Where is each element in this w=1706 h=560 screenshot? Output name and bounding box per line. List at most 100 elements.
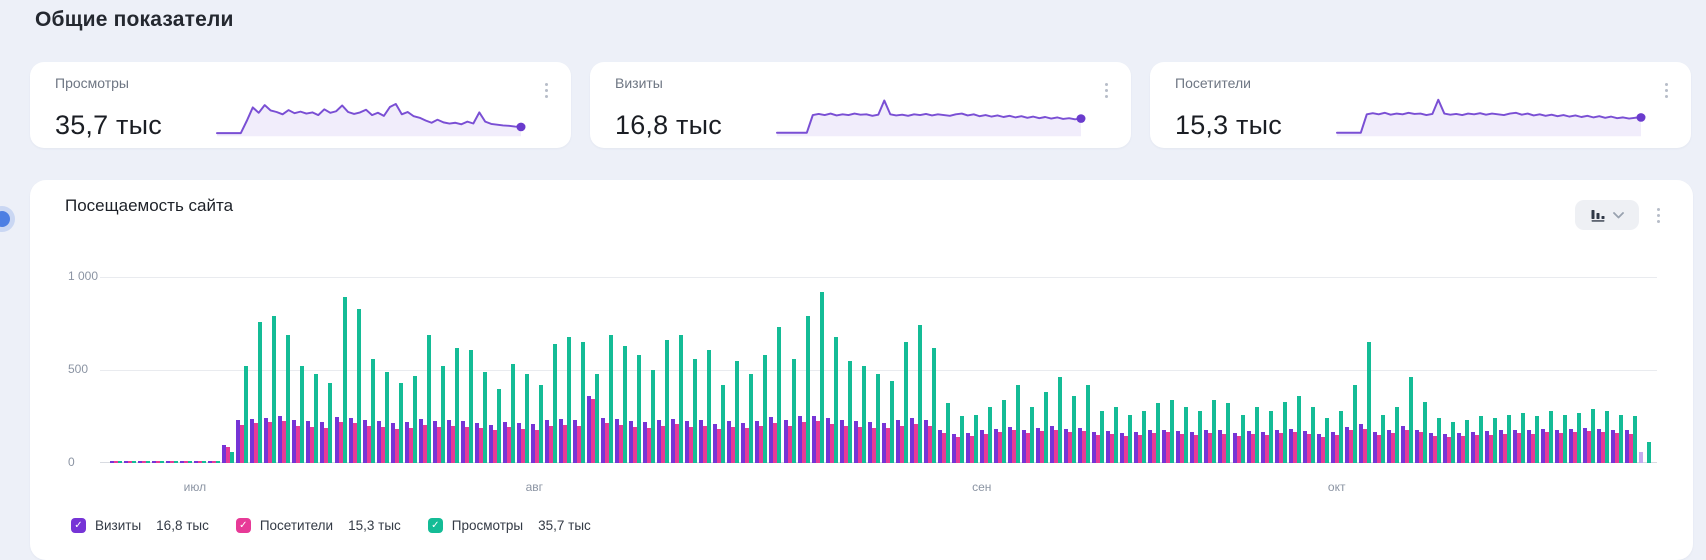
bar-group[interactable]	[1583, 252, 1596, 463]
bar-group[interactable]	[502, 252, 515, 463]
bar-group[interactable]	[1485, 252, 1498, 463]
bar-group[interactable]	[825, 252, 838, 463]
bar-group[interactable]	[544, 252, 557, 463]
bar-group[interactable]	[741, 252, 754, 463]
chart-type-selector[interactable]	[1575, 200, 1639, 230]
bar-group[interactable]	[629, 252, 642, 463]
bar-group[interactable]	[1288, 252, 1301, 463]
bar-group[interactable]	[1148, 252, 1161, 463]
views-checkbox[interactable]: ✓	[427, 518, 443, 533]
bar-group[interactable]	[1162, 252, 1175, 463]
kebab-menu-icon[interactable]	[1651, 204, 1665, 226]
bar-group[interactable]	[1372, 252, 1385, 463]
bar-group[interactable]	[979, 252, 992, 463]
bar-group[interactable]	[1008, 252, 1020, 463]
left-edge-indicator-dot[interactable]	[0, 211, 10, 227]
bar-group[interactable]	[1120, 252, 1133, 463]
bar-group[interactable]	[530, 252, 543, 463]
bar-group[interactable]	[727, 252, 740, 463]
bar-group[interactable]	[180, 252, 193, 463]
bar-group[interactable]	[769, 252, 782, 463]
bar-group[interactable]	[1330, 252, 1343, 463]
bar-group[interactable]	[138, 252, 151, 463]
bar-group[interactable]	[881, 252, 894, 463]
bar-group[interactable]	[446, 252, 459, 463]
bar-group[interactable]	[1232, 252, 1245, 463]
bar-group[interactable]	[250, 252, 263, 463]
bar-group[interactable]	[1260, 252, 1273, 463]
bar-group[interactable]	[1022, 252, 1035, 463]
bar-group[interactable]	[923, 252, 936, 463]
legend-item-visits[interactable]: ✓ Визиты 16,8 тыс	[71, 518, 209, 533]
bar-group[interactable]	[1204, 252, 1217, 463]
bar-group[interactable]	[1106, 252, 1119, 463]
bar-group[interactable]	[951, 252, 964, 463]
bar-group[interactable]	[516, 252, 529, 463]
bar-group[interactable]	[166, 252, 179, 463]
bar-group[interactable]	[643, 252, 656, 463]
visitors-checkbox[interactable]: ✓	[235, 518, 251, 533]
bar-group[interactable]	[460, 252, 473, 463]
bar-group[interactable]	[867, 252, 880, 463]
bar-group[interactable]	[110, 252, 122, 463]
metric-card-visits[interactable]: Визиты 16,8 тыс	[590, 62, 1131, 148]
bar-group[interactable]	[1036, 252, 1049, 463]
bar-group[interactable]	[1597, 252, 1610, 463]
bar-group[interactable]	[839, 252, 852, 463]
bar-group[interactable]	[1569, 252, 1582, 463]
bar-group[interactable]	[1274, 252, 1287, 463]
bar-group[interactable]	[1541, 252, 1554, 463]
bar-group[interactable]	[1471, 252, 1484, 463]
bar-group[interactable]	[783, 252, 796, 463]
bar-group[interactable]	[993, 252, 1006, 463]
bar-group[interactable]	[1344, 252, 1357, 463]
bar-group[interactable]	[559, 252, 571, 463]
bar-group[interactable]	[208, 252, 221, 463]
bar-group[interactable]	[264, 252, 277, 463]
bar-group[interactable]	[1414, 252, 1427, 463]
bar-group[interactable]	[306, 252, 319, 463]
bar-group[interactable]	[376, 252, 389, 463]
bar-group[interactable]	[334, 252, 347, 463]
bar-group[interactable]	[474, 252, 487, 463]
bar-group[interactable]	[1134, 252, 1147, 463]
bar-group[interactable]	[362, 252, 375, 463]
bar-group[interactable]	[909, 252, 922, 463]
bar-group[interactable]	[1499, 252, 1512, 463]
bar-group[interactable]	[965, 252, 978, 463]
bar-group[interactable]	[278, 252, 291, 463]
bar-group[interactable]	[1316, 252, 1329, 463]
kebab-menu-icon[interactable]	[539, 80, 553, 100]
bar-group[interactable]	[1457, 252, 1469, 463]
bar-group[interactable]	[1358, 252, 1371, 463]
bar-group[interactable]	[236, 252, 249, 463]
bar-group[interactable]	[1218, 252, 1231, 463]
kebab-menu-icon[interactable]	[1099, 80, 1113, 100]
visits-checkbox[interactable]: ✓	[71, 518, 86, 533]
bar-group[interactable]	[853, 252, 866, 463]
bar-group[interactable]	[348, 252, 361, 463]
bar-group[interactable]	[601, 252, 614, 463]
bar-group[interactable]	[1176, 252, 1189, 463]
bar-group[interactable]	[1050, 252, 1063, 463]
bar-group[interactable]	[1064, 252, 1077, 463]
bar-group[interactable]	[811, 252, 824, 463]
bar-group[interactable]	[699, 252, 712, 463]
bar-group[interactable]	[292, 252, 305, 463]
bar-group[interactable]	[152, 252, 165, 463]
bar-group[interactable]	[1302, 252, 1315, 463]
bar-group[interactable]	[1625, 252, 1638, 463]
bar-group[interactable]	[657, 252, 670, 463]
bar-group[interactable]	[755, 252, 768, 463]
bar-group[interactable]	[1513, 252, 1526, 463]
metric-card-visitors[interactable]: Посетители 15,3 тыс	[1150, 62, 1691, 148]
bar-group[interactable]	[418, 252, 431, 463]
metric-card-views[interactable]: Просмотры 35,7 тыс	[30, 62, 571, 148]
bar-group[interactable]	[390, 252, 403, 463]
bar-group[interactable]	[1246, 252, 1259, 463]
bar-group[interactable]	[320, 252, 333, 463]
bar-group[interactable]	[573, 252, 586, 463]
bar-group[interactable]	[432, 252, 445, 463]
bar-group[interactable]	[1190, 252, 1203, 463]
bar-group[interactable]	[124, 252, 137, 463]
